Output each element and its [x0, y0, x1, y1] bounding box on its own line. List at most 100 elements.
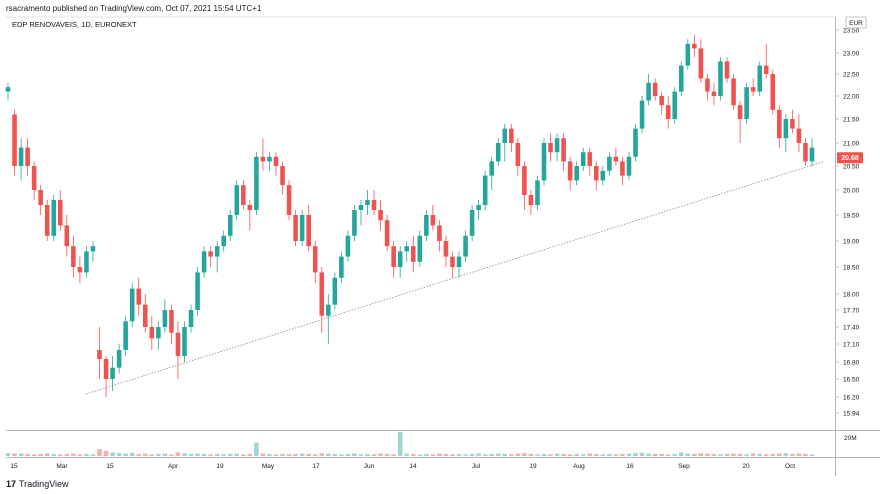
candle-body	[384, 220, 390, 247]
candle-body	[803, 143, 808, 162]
volume-bar	[247, 453, 253, 456]
volume-bar	[103, 450, 109, 456]
price-tick-label: 18.00	[843, 292, 860, 299]
volume-bar	[463, 454, 468, 456]
volume-bar	[188, 453, 194, 456]
volume-bar	[528, 453, 534, 456]
candle-body	[391, 246, 396, 267]
candle-body	[345, 235, 351, 257]
volume-bar	[495, 453, 501, 456]
time-tick-label: 16	[626, 463, 634, 470]
candle-body	[110, 367, 115, 379]
price-tick-label: 22.00	[843, 94, 860, 101]
candle-body	[587, 152, 593, 166]
volume-bar	[254, 442, 259, 456]
candle-body	[103, 359, 109, 379]
candle-body	[339, 256, 344, 278]
volume-bar	[443, 453, 449, 456]
time-tick-label: 19	[529, 463, 537, 470]
volume-bar	[371, 454, 377, 456]
symbol-legend: EDP RENOVAVEIS, 1D, EURONEXT	[12, 20, 137, 29]
time-tick-label: Jun	[364, 463, 375, 470]
candle-body	[149, 327, 155, 339]
candle-body	[626, 156, 632, 176]
volume-bar	[352, 453, 357, 456]
candle-body	[162, 310, 168, 327]
volume-bar	[796, 453, 802, 456]
currency-badge[interactable]	[845, 16, 867, 29]
candle-body	[25, 147, 30, 166]
volume-bar	[535, 454, 540, 456]
time-tick-label: May	[262, 463, 275, 470]
price-tick-label: 18.50	[843, 265, 860, 272]
candle-body	[633, 128, 638, 157]
volume-bar	[142, 453, 148, 456]
candle-body	[97, 350, 102, 359]
candle-body	[495, 143, 501, 162]
volume-bar	[456, 453, 462, 456]
volume-bar	[391, 454, 396, 456]
price-axis[interactable]: 23.50 23.00 22.50 22.00 21.50 21.00 20.50 20.00…	[836, 28, 860, 418]
candle-body	[38, 190, 43, 205]
volume-bar	[404, 453, 410, 456]
candle-body	[783, 119, 789, 139]
volume-bar	[678, 452, 684, 456]
volume-bar	[169, 454, 174, 456]
candle-body	[404, 246, 410, 252]
volume-bar	[410, 453, 416, 456]
candle-body	[221, 235, 226, 247]
time-tick-label: 15	[106, 463, 114, 470]
candle-body	[450, 256, 455, 267]
volume-bar	[31, 454, 37, 456]
candle-body	[273, 156, 279, 166]
volume-bar	[692, 453, 697, 456]
time-tick-label: 15	[10, 463, 18, 470]
volume-bar	[234, 453, 240, 456]
volume-bar	[273, 454, 279, 456]
time-axis[interactable]: 15 Mar 15 Apr 19 May 17 Jun 14 Jul 19 Aug 16 Sep 20 Oct	[10, 463, 795, 470]
volume-bar	[626, 453, 632, 456]
volume-bar	[123, 453, 128, 456]
candle-body	[757, 65, 762, 92]
price-tick-label: 17.70	[843, 308, 860, 315]
candle-body	[613, 156, 619, 162]
candle-body	[437, 225, 442, 241]
volume-bar	[358, 454, 364, 456]
volume-bar	[803, 453, 808, 456]
volume-bar	[208, 454, 213, 456]
candle-body	[280, 166, 285, 186]
volume-bar	[580, 454, 586, 456]
volume-bar	[541, 453, 547, 456]
time-tick-label: Aug	[573, 463, 585, 470]
volume-bar	[548, 454, 553, 456]
tradingview-logo[interactable]: 17 TradingView	[6, 479, 69, 489]
volume-bar	[659, 453, 664, 456]
volume-bar	[685, 453, 691, 456]
volume-bar	[293, 453, 298, 456]
candle-body	[5, 87, 11, 92]
volume-bar	[201, 453, 207, 456]
volume-bar	[646, 453, 651, 456]
volume-bar	[665, 454, 671, 456]
candle-body	[692, 43, 697, 49]
volume-bar	[554, 453, 560, 456]
candle-body	[378, 210, 383, 221]
volume-bar	[195, 453, 200, 456]
volume-bar	[718, 454, 723, 456]
candle-body	[770, 74, 776, 110]
candle-body	[522, 166, 527, 195]
candle-body	[241, 185, 246, 205]
price-tick-label: 16.50	[843, 377, 860, 384]
volume-bar	[737, 453, 743, 456]
volume-bar	[77, 454, 83, 456]
candle-body	[397, 251, 403, 267]
candle-body	[234, 185, 240, 215]
volume-bar	[620, 453, 625, 456]
volume-bar	[116, 453, 122, 456]
volume-bar	[286, 454, 292, 456]
candle-body	[672, 91, 678, 119]
candle-body	[777, 109, 782, 139]
last-price-badge: 20.68	[837, 152, 863, 164]
volume-bar	[450, 454, 455, 456]
